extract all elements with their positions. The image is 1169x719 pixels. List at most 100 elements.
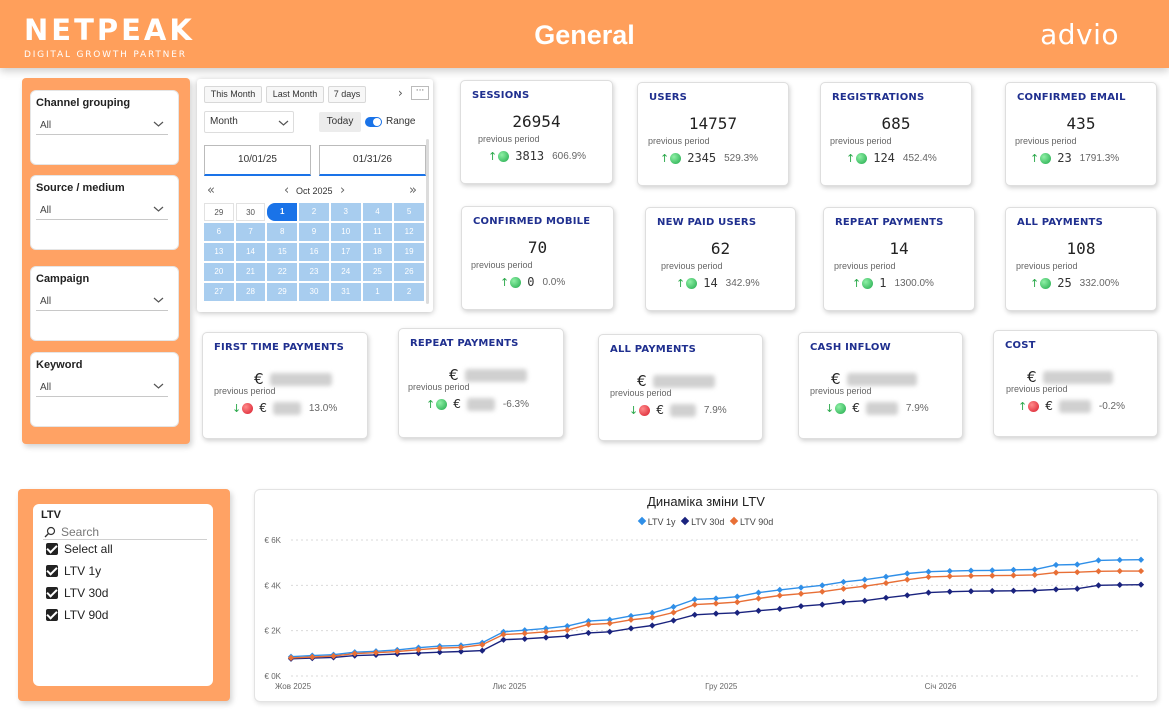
data-point[interactable] bbox=[755, 607, 762, 614]
data-point[interactable] bbox=[797, 590, 805, 597]
ltv-search-input[interactable]: Search bbox=[43, 524, 207, 540]
calendar-day[interactable]: 16 bbox=[299, 243, 329, 261]
start-date-input[interactable]: 10/01/25 bbox=[204, 145, 311, 176]
data-point[interactable] bbox=[946, 588, 953, 595]
data-point[interactable] bbox=[967, 572, 975, 579]
data-point[interactable] bbox=[776, 605, 783, 613]
source-medium-dropdown[interactable]: All bbox=[36, 201, 168, 220]
data-point[interactable] bbox=[627, 616, 635, 623]
data-point[interactable] bbox=[925, 589, 932, 596]
data-point[interactable] bbox=[776, 592, 783, 599]
calendar-day[interactable]: 8 bbox=[267, 223, 298, 241]
data-point[interactable] bbox=[712, 610, 720, 617]
data-point[interactable] bbox=[840, 585, 847, 592]
data-point[interactable] bbox=[819, 582, 826, 589]
data-point[interactable] bbox=[861, 597, 868, 604]
calendar-day[interactable]: 18 bbox=[362, 243, 393, 261]
data-point[interactable] bbox=[606, 628, 613, 635]
data-point[interactable] bbox=[882, 594, 890, 601]
data-point[interactable] bbox=[1095, 557, 1102, 564]
granularity-dropdown[interactable]: Month bbox=[204, 111, 294, 133]
data-point[interactable] bbox=[755, 589, 762, 596]
data-point[interactable] bbox=[1074, 561, 1081, 568]
calendar-day[interactable]: 28 bbox=[235, 283, 266, 301]
data-point[interactable] bbox=[904, 592, 911, 599]
data-point[interactable] bbox=[1074, 569, 1081, 576]
data-point[interactable] bbox=[882, 573, 890, 580]
data-point[interactable] bbox=[1074, 585, 1081, 592]
calendar-day[interactable]: 1 bbox=[267, 203, 298, 221]
data-point[interactable] bbox=[819, 588, 826, 595]
preset-this-month-button[interactable]: This Month bbox=[204, 86, 262, 103]
data-point[interactable] bbox=[819, 601, 826, 608]
data-point[interactable] bbox=[967, 588, 975, 595]
end-date-input[interactable]: 01/31/26 bbox=[319, 145, 426, 176]
more-options-icon[interactable]: ··· bbox=[411, 86, 429, 100]
data-point[interactable] bbox=[734, 609, 741, 616]
calendar-day[interactable]: 29 bbox=[267, 283, 298, 301]
data-point[interactable] bbox=[1010, 572, 1017, 579]
campaign-dropdown[interactable]: All bbox=[36, 292, 168, 311]
data-point[interactable] bbox=[627, 625, 635, 632]
data-point[interactable] bbox=[542, 634, 550, 641]
checkbox-checked-icon[interactable] bbox=[46, 565, 58, 577]
data-point[interactable] bbox=[1137, 556, 1145, 563]
calendar-day[interactable]: 31 bbox=[330, 283, 361, 301]
data-point[interactable] bbox=[691, 601, 698, 608]
calendar-day[interactable]: 2 bbox=[299, 203, 329, 221]
data-point[interactable] bbox=[649, 622, 656, 629]
data-point[interactable] bbox=[670, 609, 677, 616]
legend-item-ltv-90d[interactable]: LTV 90d bbox=[729, 516, 773, 527]
chevron-right-icon[interactable]: › bbox=[340, 183, 346, 198]
data-point[interactable] bbox=[861, 583, 868, 590]
data-point[interactable] bbox=[564, 626, 571, 634]
data-point[interactable] bbox=[1116, 567, 1123, 575]
legend-item-ltv-30d[interactable]: LTV 30d bbox=[680, 516, 724, 527]
today-button[interactable]: Today bbox=[319, 112, 361, 132]
chevron-right-icon[interactable]: › bbox=[398, 86, 403, 100]
data-point[interactable] bbox=[946, 573, 953, 580]
calendar-day[interactable]: 23 bbox=[299, 263, 329, 281]
data-point[interactable] bbox=[670, 603, 677, 610]
data-point[interactable] bbox=[1095, 568, 1102, 575]
checkbox-checked-icon[interactable] bbox=[46, 587, 58, 599]
data-point[interactable] bbox=[1052, 561, 1060, 569]
data-point[interactable] bbox=[479, 641, 486, 648]
data-point[interactable] bbox=[925, 568, 932, 575]
calendar-day[interactable]: 11 bbox=[362, 223, 393, 241]
calendar-day[interactable]: 15 bbox=[267, 243, 298, 261]
data-point[interactable] bbox=[904, 570, 911, 577]
calendar-day[interactable]: 25 bbox=[362, 263, 393, 281]
data-point[interactable] bbox=[734, 593, 741, 600]
calendar-day[interactable]: 1 bbox=[362, 283, 393, 301]
data-point[interactable] bbox=[1010, 566, 1017, 574]
channel-grouping-dropdown[interactable]: All bbox=[36, 116, 168, 135]
calendar-day[interactable]: 4 bbox=[362, 203, 393, 221]
data-point[interactable] bbox=[691, 611, 698, 618]
calendar-day[interactable]: 9 bbox=[299, 223, 329, 241]
calendar-day[interactable]: 24 bbox=[330, 263, 361, 281]
calendar-day[interactable]: 21 bbox=[235, 263, 266, 281]
data-point[interactable] bbox=[755, 595, 762, 602]
data-point[interactable] bbox=[1031, 571, 1038, 579]
ltv-option-select-all[interactable]: Select all bbox=[46, 542, 113, 556]
calendar-day[interactable]: 2 bbox=[394, 283, 424, 301]
calendar-day[interactable]: 12 bbox=[394, 223, 424, 241]
data-point[interactable] bbox=[521, 635, 528, 642]
data-point[interactable] bbox=[797, 584, 805, 591]
data-point[interactable] bbox=[1031, 566, 1038, 573]
chevron-left-icon[interactable]: ‹ bbox=[284, 183, 290, 198]
data-point[interactable] bbox=[734, 598, 741, 606]
calendar-day[interactable]: 20 bbox=[204, 263, 234, 281]
data-point[interactable] bbox=[989, 587, 996, 595]
data-point[interactable] bbox=[521, 630, 528, 637]
data-point[interactable] bbox=[1052, 569, 1060, 576]
data-point[interactable] bbox=[861, 576, 868, 583]
data-point[interactable] bbox=[1095, 582, 1102, 589]
data-point[interactable] bbox=[776, 586, 783, 593]
data-point[interactable] bbox=[670, 617, 677, 624]
data-point[interactable] bbox=[585, 621, 592, 628]
calendar-day[interactable]: 14 bbox=[235, 243, 266, 261]
data-point[interactable] bbox=[925, 573, 932, 581]
calendar-day[interactable]: 17 bbox=[330, 243, 361, 261]
